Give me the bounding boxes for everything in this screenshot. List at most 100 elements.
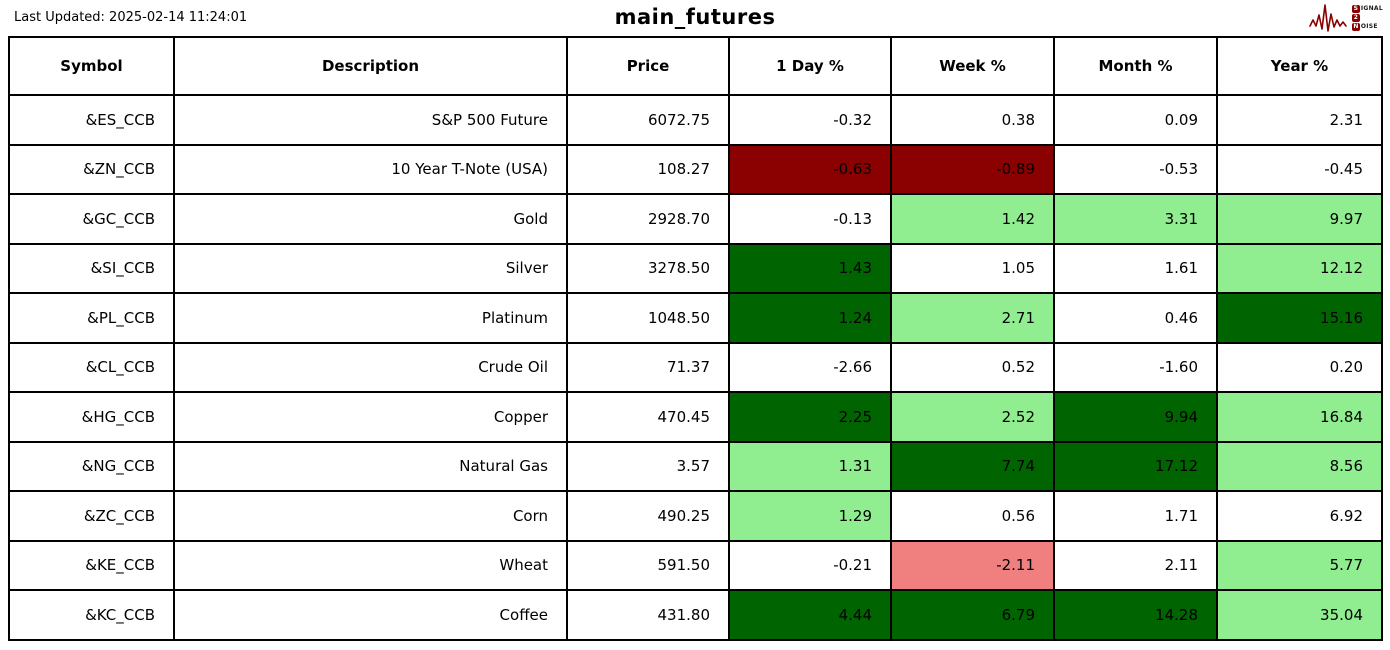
signal2noise-logo: S IGNAL 2 N OISE	[1309, 3, 1383, 33]
column-header-price: Price	[566, 36, 730, 96]
description-cell: Copper	[173, 391, 568, 443]
symbol-cell: &GC_CCB	[8, 193, 175, 245]
week-pct-cell: -2.11	[890, 539, 1055, 591]
week-pct-cell: 6.79	[890, 589, 1055, 641]
1day-pct-cell: -0.21	[728, 539, 892, 591]
symbol-cell: &NG_CCB	[8, 440, 175, 492]
symbol-cell: &ES_CCB	[8, 94, 175, 146]
description-cell: Natural Gas	[173, 440, 568, 492]
year-pct-cell: 12.12	[1216, 242, 1383, 294]
symbol-cell: &KC_CCB	[8, 589, 175, 641]
price-cell: 490.25	[566, 490, 730, 542]
price-cell: 2928.70	[566, 193, 730, 245]
description-cell: Wheat	[173, 539, 568, 591]
1day-pct-cell: -0.63	[728, 143, 892, 195]
year-pct-cell: 9.97	[1216, 193, 1383, 245]
month-pct-cell: -0.53	[1053, 143, 1218, 195]
column-header-symbol: Symbol	[8, 36, 175, 96]
year-pct-cell: 2.31	[1216, 94, 1383, 146]
year-pct-cell: -0.45	[1216, 143, 1383, 195]
month-pct-cell: 0.09	[1053, 94, 1218, 146]
price-cell: 71.37	[566, 341, 730, 393]
week-pct-cell: 0.52	[890, 341, 1055, 393]
1day-pct-cell: -0.13	[728, 193, 892, 245]
logo-text: S IGNAL 2 N OISE	[1351, 5, 1383, 31]
table-row: &HG_CCB Copper 470.45 2.25 2.52 9.94 16.84	[8, 391, 1383, 443]
price-cell: 591.50	[566, 539, 730, 591]
week-pct-cell: 1.05	[890, 242, 1055, 294]
week-pct-cell: 0.38	[890, 94, 1055, 146]
description-cell: Platinum	[173, 292, 568, 344]
price-cell: 1048.50	[566, 292, 730, 344]
logo-noise-label: OISE	[1360, 23, 1378, 30]
logo-n-box: N	[1351, 23, 1360, 31]
price-cell: 470.45	[566, 391, 730, 443]
month-pct-cell: 3.31	[1053, 193, 1218, 245]
week-pct-cell: 0.56	[890, 490, 1055, 542]
year-pct-cell: 16.84	[1216, 391, 1383, 443]
symbol-cell: &CL_CCB	[8, 341, 175, 393]
table-row: &GC_CCB Gold 2928.70 -0.13 1.42 3.31 9.97	[8, 193, 1383, 245]
table-row: &KE_CCB Wheat 591.50 -0.21 -2.11 2.11 5.77	[8, 539, 1383, 591]
table-row: &PL_CCB Platinum 1048.50 1.24 2.71 0.46 15.16	[8, 292, 1383, 344]
futures-table: Symbol Description Price 1 Day % Week % Month…	[8, 36, 1383, 641]
description-cell: Corn	[173, 490, 568, 542]
month-pct-cell: 1.71	[1053, 490, 1218, 542]
column-header-1day-pct: 1 Day %	[728, 36, 892, 96]
column-header-week-pct: Week %	[890, 36, 1055, 96]
logo-s-box: S	[1351, 5, 1360, 13]
year-pct-cell: 0.20	[1216, 341, 1383, 393]
1day-pct-cell: -2.66	[728, 341, 892, 393]
table-row: &CL_CCB Crude Oil 71.37 -2.66 0.52 -1.60 0.20	[8, 341, 1383, 393]
1day-pct-cell: 1.43	[728, 242, 892, 294]
table-row: &KC_CCB Coffee 431.80 4.44 6.79 14.28 35.04	[8, 589, 1383, 641]
logo-row-two: 2	[1351, 14, 1383, 22]
description-cell: S&P 500 Future	[173, 94, 568, 146]
logo-row-noise: N OISE	[1351, 23, 1383, 31]
table-row: &ES_CCB S&P 500 Future 6072.75 -0.32 0.38 0.0…	[8, 94, 1383, 146]
month-pct-cell: 14.28	[1053, 589, 1218, 641]
description-cell: Coffee	[173, 589, 568, 641]
month-pct-cell: 1.61	[1053, 242, 1218, 294]
symbol-cell: &ZC_CCB	[8, 490, 175, 542]
1day-pct-cell: 4.44	[728, 589, 892, 641]
column-header-description: Description	[173, 36, 568, 96]
table-row: &ZC_CCB Corn 490.25 1.29 0.56 1.71 6.92	[8, 490, 1383, 542]
1day-pct-cell: 1.24	[728, 292, 892, 344]
price-cell: 431.80	[566, 589, 730, 641]
column-header-year-pct: Year %	[1216, 36, 1383, 96]
page-title: main_futures	[614, 5, 776, 29]
1day-pct-cell: 2.25	[728, 391, 892, 443]
week-pct-cell: 7.74	[890, 440, 1055, 492]
table-header: Symbol Description Price 1 Day % Week % Month…	[8, 36, 1383, 96]
month-pct-cell: 2.11	[1053, 539, 1218, 591]
table-body: &ES_CCB S&P 500 Future 6072.75 -0.32 0.38 0.0…	[8, 94, 1383, 641]
symbol-cell: &SI_CCB	[8, 242, 175, 294]
year-pct-cell: 8.56	[1216, 440, 1383, 492]
year-pct-cell: 35.04	[1216, 589, 1383, 641]
week-pct-cell: 2.52	[890, 391, 1055, 443]
top-bar: Last Updated: 2025-02-14 11:24:01 main_f…	[0, 0, 1390, 36]
week-pct-cell: -0.89	[890, 143, 1055, 195]
table-row: &NG_CCB Natural Gas 3.57 1.31 7.74 17.12 8.56	[8, 440, 1383, 492]
description-cell: 10 Year T-Note (USA)	[173, 143, 568, 195]
month-pct-cell: 9.94	[1053, 391, 1218, 443]
table-row: &ZN_CCB 10 Year T-Note (USA) 108.27 -0.63 -0…	[8, 143, 1383, 195]
price-cell: 3278.50	[566, 242, 730, 294]
1day-pct-cell: -0.32	[728, 94, 892, 146]
year-pct-cell: 15.16	[1216, 292, 1383, 344]
column-header-month-pct: Month %	[1053, 36, 1218, 96]
year-pct-cell: 6.92	[1216, 490, 1383, 542]
symbol-cell: &HG_CCB	[8, 391, 175, 443]
price-cell: 6072.75	[566, 94, 730, 146]
header-row: Symbol Description Price 1 Day % Week % Month…	[8, 36, 1383, 96]
pulse-waveform-icon	[1309, 4, 1347, 32]
logo-row-signal: S IGNAL	[1351, 5, 1383, 13]
description-cell: Crude Oil	[173, 341, 568, 393]
1day-pct-cell: 1.29	[728, 490, 892, 542]
week-pct-cell: 2.71	[890, 292, 1055, 344]
last-updated-label: Last Updated: 2025-02-14 11:24:01	[14, 10, 248, 25]
description-cell: Silver	[173, 242, 568, 294]
month-pct-cell: 17.12	[1053, 440, 1218, 492]
month-pct-cell: 0.46	[1053, 292, 1218, 344]
